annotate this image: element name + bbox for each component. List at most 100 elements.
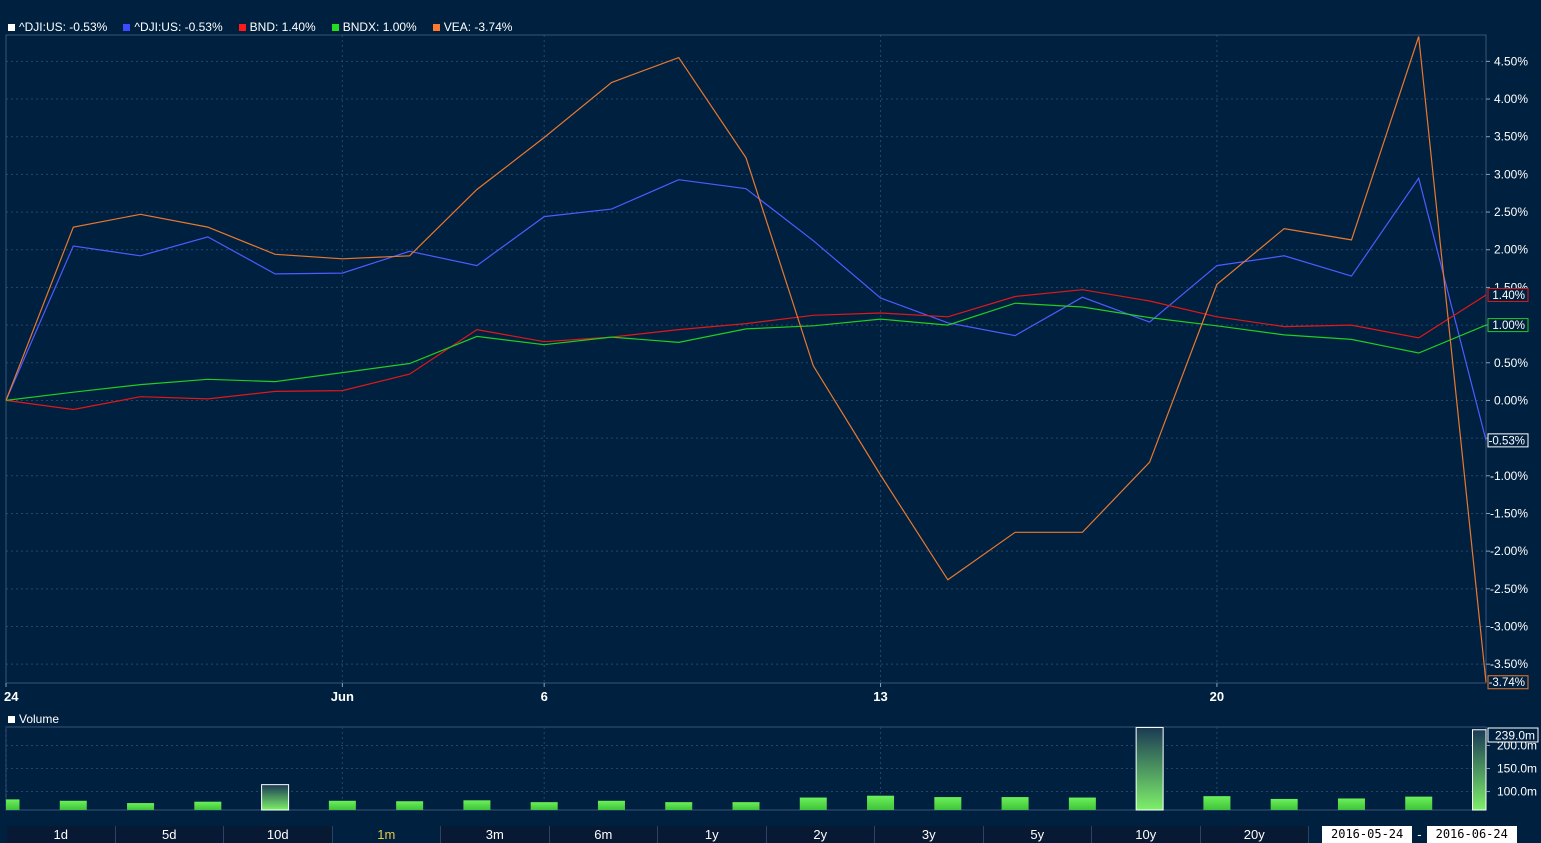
x-tick-label: Jun — [331, 689, 354, 704]
period-button-1d[interactable]: 1d — [7, 826, 116, 843]
legend-label: ^DJI:US: -0.53% — [134, 20, 223, 34]
period-button-1m[interactable]: 1m — [332, 826, 441, 843]
y-tick-label: 2.00% — [1494, 243, 1528, 257]
volume-bar — [799, 797, 827, 810]
volume-bar — [6, 799, 20, 810]
volume-bar — [396, 801, 424, 810]
price-y-axis-ticks: -3.50% -3.00% -2.50% -2.00% -1.50% -1.00% -0.5… — [1486, 54, 1528, 671]
x-tick-label: 13 — [873, 689, 887, 704]
volume-bar — [59, 800, 87, 810]
x-tick-label: 24 — [4, 689, 19, 704]
y-tick-label: 0.00% — [1494, 393, 1528, 407]
legend-label: BND: 1.40% — [249, 20, 316, 34]
y-tick-label: -3.00% — [1490, 619, 1528, 633]
volume-bar — [1001, 797, 1029, 810]
series-line-djius — [5, 176, 1487, 441]
price-series-lines — [5, 36, 1487, 683]
y-tick-label: -2.50% — [1490, 582, 1528, 596]
price-plot-frame — [5, 34, 1487, 684]
end-value-box — [1487, 433, 1529, 448]
legend-item[interactable]: ^DJI:US: -0.53% — [123, 19, 223, 35]
volume-bar — [867, 795, 895, 810]
volume-bars — [6, 726, 1487, 811]
y-tick-label: 3.50% — [1494, 130, 1528, 144]
y-tick-label: -2.00% — [1490, 544, 1528, 558]
y-tick-label: 3.00% — [1494, 167, 1528, 181]
start-date-field[interactable]: 2016-05-24 — [1322, 826, 1413, 843]
chart-canvas: -3.50% -3.00% -2.50% -2.00% -1.50% -1.00% -0.5… — [4, 34, 1539, 811]
period-button-20y[interactable]: 20y — [1201, 826, 1309, 843]
x-tick-label: 20 — [1210, 689, 1224, 704]
series-line-vea — [5, 36, 1487, 683]
legend-swatch-icon — [8, 23, 15, 31]
end-value-label: -0.53% — [1489, 435, 1525, 447]
volume-bar — [463, 800, 491, 810]
volume-bar — [665, 802, 693, 810]
volume-bar — [1068, 797, 1096, 810]
end-date-field[interactable]: 2016-06-24 — [1426, 826, 1517, 843]
volume-bar — [1472, 729, 1487, 811]
legend-swatch-icon — [238, 23, 246, 31]
legend-swatch-icon — [331, 23, 339, 31]
date-range: 2016-05-24 - 2016-06-24 — [1322, 826, 1517, 843]
volume-y-tick-label: 150.0m — [1497, 762, 1537, 776]
plot-border — [5, 34, 1487, 684]
price-gridlines — [5, 35, 1486, 683]
series-line-bndx — [5, 302, 1487, 401]
price-x-axis-ticks: 24 Jun 6 13 20 — [4, 683, 1224, 704]
volume-bar — [1270, 798, 1298, 810]
end-value-label: 1.00% — [1492, 320, 1525, 332]
end-value-label: 1.40% — [1492, 290, 1525, 302]
volume-bar — [597, 800, 625, 810]
period-button-10d[interactable]: 10d — [224, 826, 333, 843]
legend-label: BNDX: 1.00% — [342, 20, 417, 34]
period-button-2y[interactable]: 2y — [767, 826, 875, 843]
period-button-10y[interactable]: 10y — [1092, 826, 1201, 843]
period-selector: 1d 5d 10d 1m 3m 6m 1y 2y 3y 5y 10y 20y — [7, 826, 1309, 843]
volume-last-value-box — [1487, 727, 1539, 743]
volume-bar — [1337, 798, 1365, 810]
y-tick-label: 0.50% — [1494, 356, 1528, 370]
y-tick-label: 4.50% — [1494, 54, 1528, 68]
volume-last-value-label: 239.0m — [1495, 729, 1535, 743]
volume-bar — [1203, 796, 1231, 810]
chart-legend: ^DJI:US: -0.53% ^DJI:US: -0.53% BND: 1.40%… — [8, 19, 512, 35]
volume-y-tick-label: 100.0m — [1497, 785, 1537, 799]
legend-item[interactable]: VEA: -3.74% — [432, 19, 512, 35]
volume-gridlines — [5, 726, 1487, 811]
end-value-box — [1487, 287, 1529, 302]
y-tick-label: -1.50% — [1490, 506, 1528, 520]
legend-item[interactable]: ^DJI:US: -0.53% — [8, 19, 107, 35]
series-end-labels: 1.40% 1.00% -0.53% -3.74% — [1487, 287, 1529, 690]
legend-swatch-icon — [123, 23, 131, 31]
volume-bar — [328, 800, 356, 810]
volume-bar — [194, 801, 222, 810]
x-tick-label: 6 — [541, 689, 548, 704]
period-button-5y[interactable]: 5y — [984, 826, 1092, 843]
date-range-separator: - — [1417, 827, 1422, 842]
volume-bar — [127, 803, 155, 810]
volume-bar — [1405, 796, 1433, 810]
volume-title-text: Volume — [19, 712, 60, 726]
volume-title: Volume — [8, 712, 59, 726]
end-value-box — [1487, 675, 1529, 690]
legend-item[interactable]: BND: 1.40% — [238, 19, 316, 35]
volume-bar — [530, 802, 558, 810]
period-button-5d[interactable]: 5d — [116, 826, 224, 843]
y-tick-label: -1.00% — [1490, 469, 1528, 483]
end-value-label: -3.74% — [1489, 677, 1525, 689]
volume-bar — [934, 797, 962, 810]
series-line-bnd — [5, 289, 1487, 411]
end-value-box — [1487, 318, 1529, 333]
y-tick-label: 2.50% — [1494, 205, 1528, 219]
y-tick-label: 4.00% — [1494, 92, 1528, 106]
volume-bar — [261, 784, 290, 811]
legend-swatch-icon — [432, 23, 440, 31]
period-button-6m[interactable]: 6m — [550, 826, 658, 843]
period-button-3y[interactable]: 3y — [875, 826, 984, 843]
legend-label: ^DJI:US: -0.53% — [19, 20, 108, 34]
period-button-3m[interactable]: 3m — [441, 826, 550, 843]
legend-item[interactable]: BNDX: 1.00% — [331, 19, 417, 35]
period-button-1y[interactable]: 1y — [658, 826, 767, 843]
